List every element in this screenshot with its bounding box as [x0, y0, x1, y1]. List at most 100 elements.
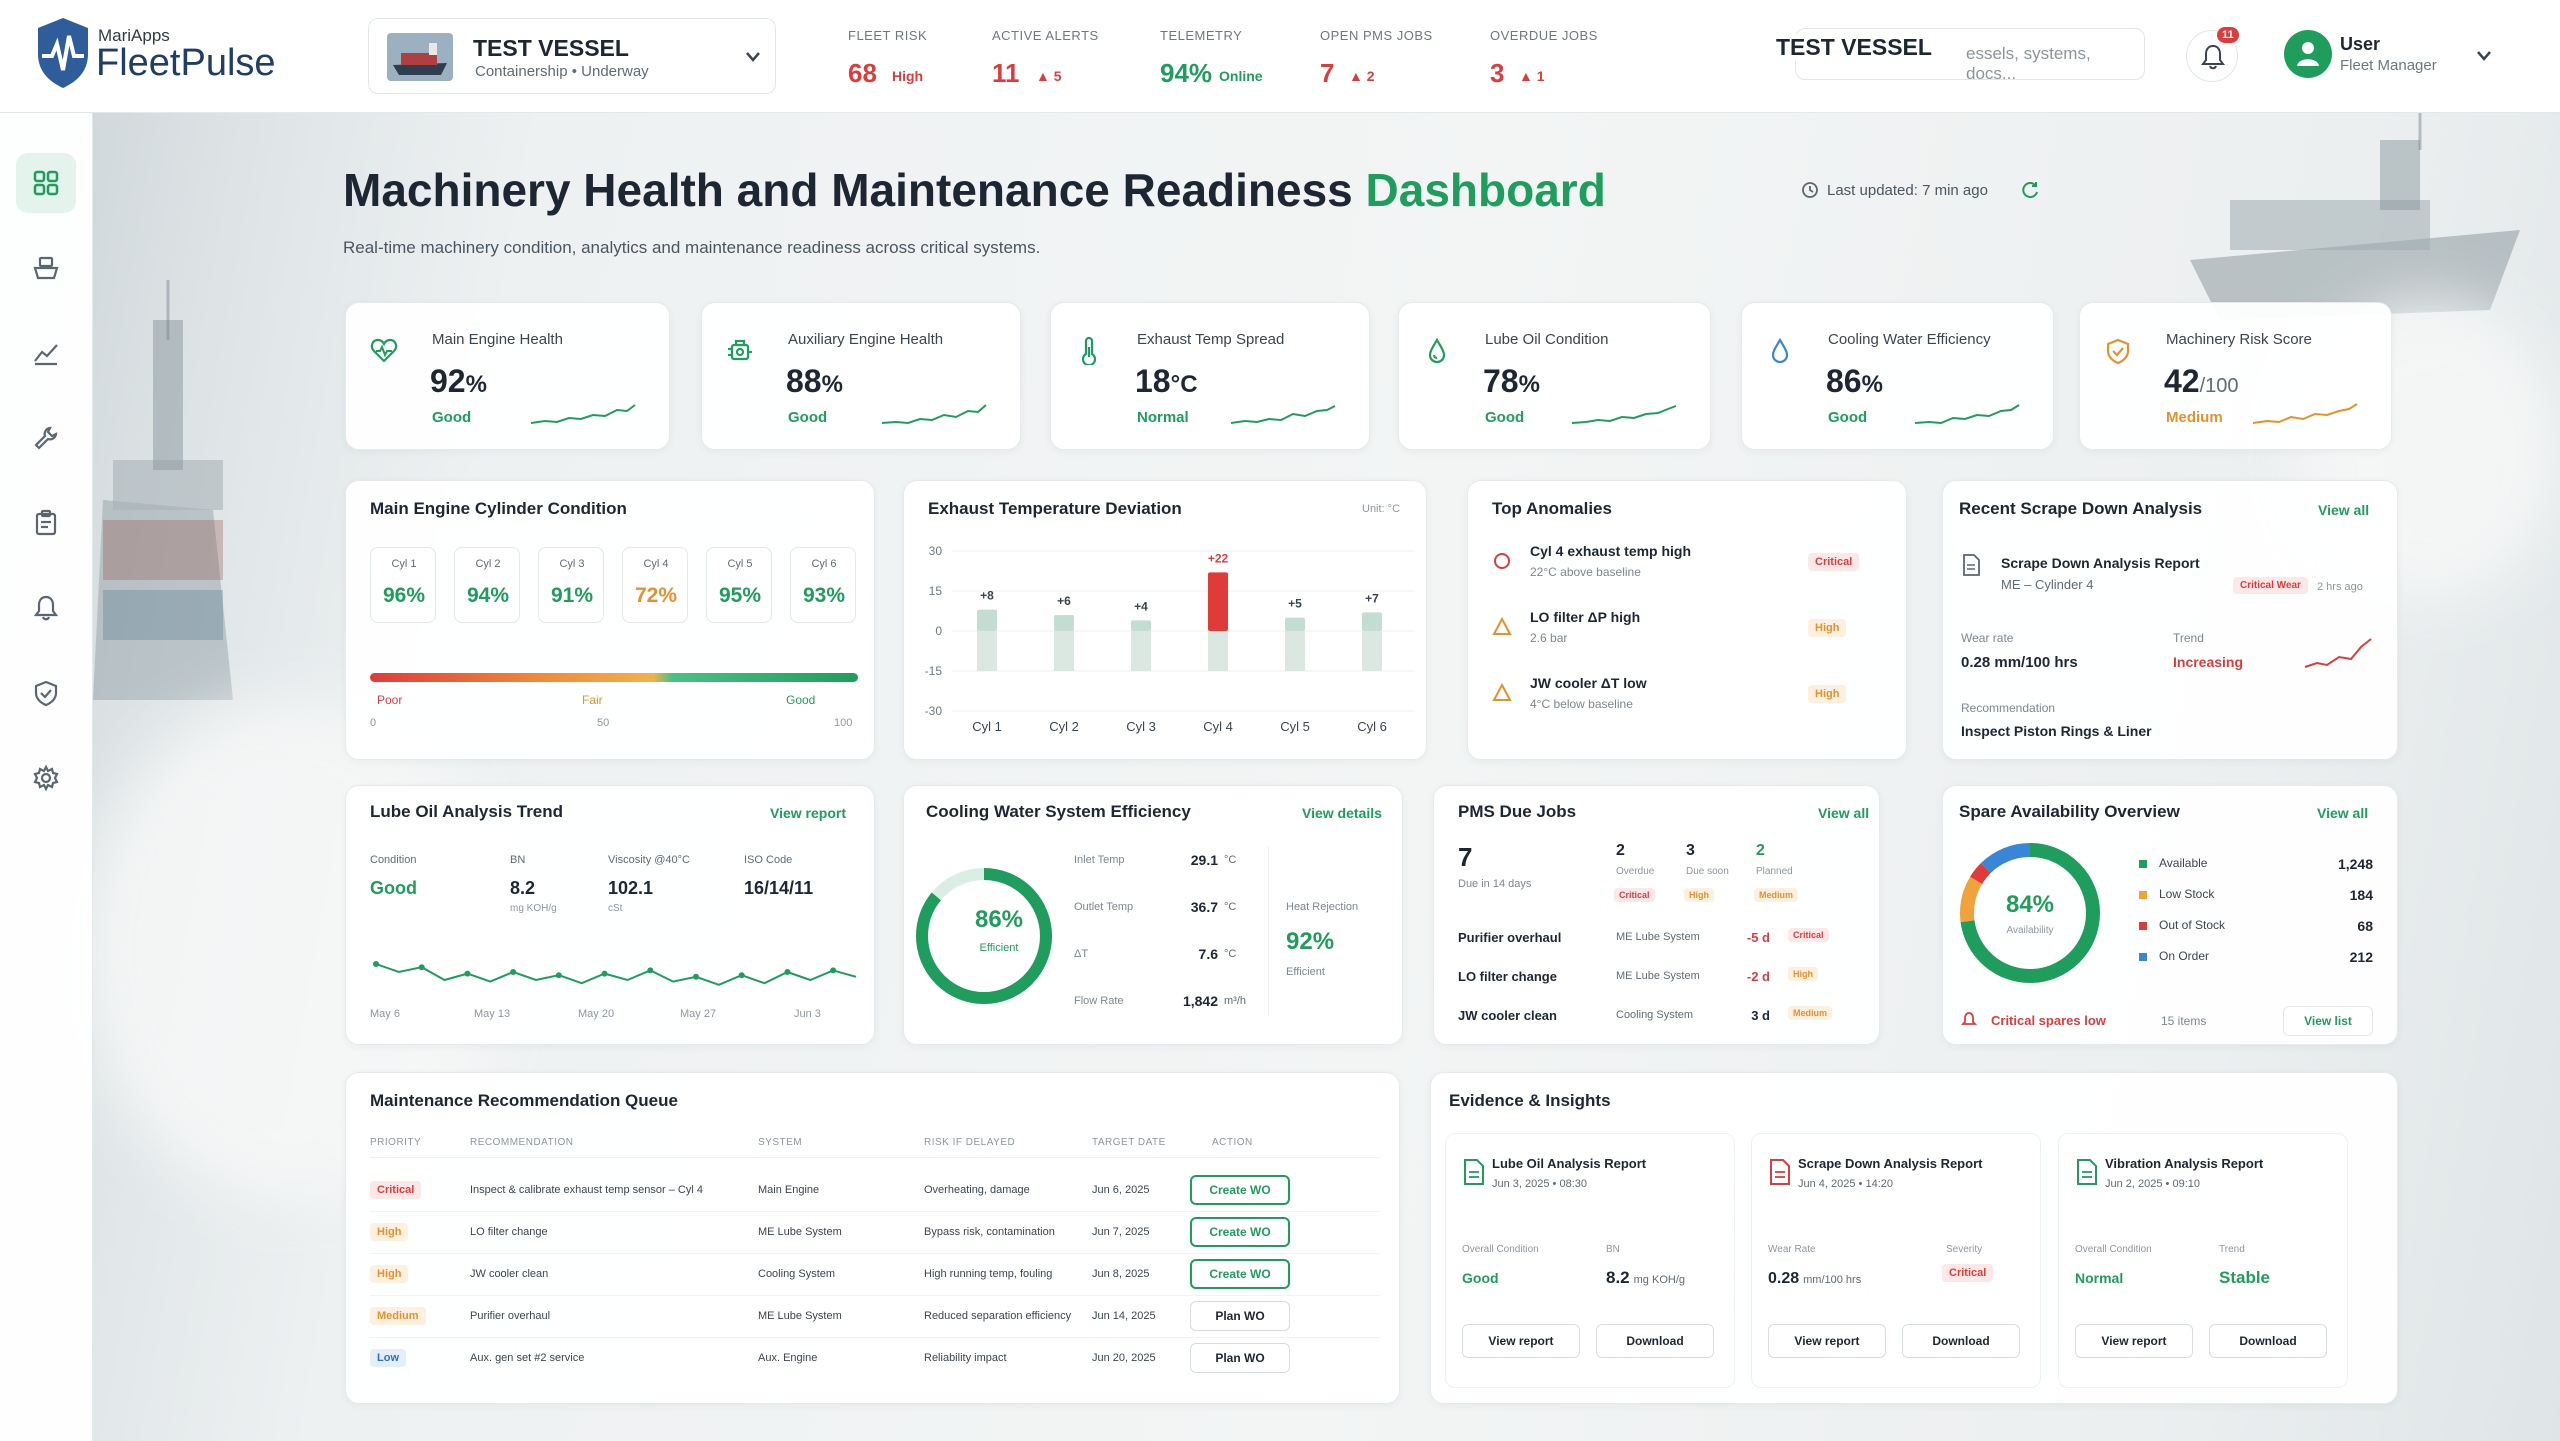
lube-trend-line — [375, 963, 857, 986]
header-stat-3[interactable]: TELEMETRY 94% Online — [1160, 24, 1300, 94]
evidence-report-card[interactable]: Lube Oil Analysis Report Jun 3, 2025 • 08… — [1445, 1133, 1735, 1388]
legend-swatch — [2139, 953, 2147, 961]
lube-trend-point[interactable] — [693, 973, 699, 980]
header-stat-2[interactable]: ACTIVE ALERTS 11 ▲ 5 — [992, 24, 1132, 94]
view-details-link[interactable]: View details — [1302, 805, 1382, 821]
create-wo-button[interactable]: Create WO — [1190, 1217, 1290, 1247]
view-report-button[interactable]: View report — [1768, 1324, 1886, 1358]
view-all-link[interactable]: View all — [2318, 502, 2370, 518]
lube-trend-point[interactable] — [555, 972, 562, 979]
header-stat-5[interactable]: OVERDUE JOBS 3 ▲ 1 — [1490, 24, 1630, 94]
sidebar-item-reports[interactable] — [16, 493, 76, 553]
sidebar-item-dashboard[interactable] — [16, 153, 76, 213]
header-stat-4[interactable]: OPEN PMS JOBS 7 ▲ 2 — [1320, 24, 1460, 94]
kpi-card-machinery-risk-score[interactable]: Machinery Risk Score 42/100 Medium — [2079, 302, 2392, 450]
kpi-status: Medium — [2166, 409, 2223, 426]
donut-segment-on-order[interactable] — [1960, 843, 2100, 983]
cylinder-tile-3[interactable]: Cyl 3 91% — [538, 547, 604, 623]
table-row[interactable]: High JW cooler clean Cooling System High ru… — [346, 1257, 1401, 1296]
pms-job-name[interactable]: LO filter change — [1458, 969, 1557, 984]
kpi-card-lube-oil-condition[interactable]: Lube Oil Condition 78% Good — [1398, 302, 1711, 450]
lube-trend-point[interactable] — [647, 967, 654, 974]
kpi-card-auxiliary-engine-health[interactable]: Auxiliary Engine Health 88% Good — [701, 302, 1021, 450]
plan-wo-button[interactable]: Plan WO — [1190, 1343, 1290, 1373]
view-all-link[interactable]: View all — [1818, 805, 1870, 821]
kpi-card-main-engine-health[interactable]: Main Engine Health 92% Good — [345, 302, 670, 450]
pms-job-name[interactable]: JW cooler clean — [1458, 1008, 1557, 1023]
lube-trend-point[interactable] — [830, 967, 837, 974]
table-row[interactable]: Medium Purifier overhaul ME Lube System Red… — [346, 1299, 1401, 1338]
header-stat-1[interactable]: FLEET RISK 68 High — [848, 24, 988, 94]
cylinder-tile-2[interactable]: Cyl 2 94% — [454, 547, 520, 623]
kpi-status: Good — [1828, 409, 1868, 426]
table-row[interactable]: High LO filter change ME Lube System Bypass… — [346, 1215, 1401, 1254]
notification-button[interactable]: 11 — [2186, 27, 2239, 82]
lube-trend-point[interactable] — [464, 970, 471, 977]
kpi-card-cooling-water-efficiency[interactable]: Cooling Water Efficiency 86% Good — [1741, 302, 2054, 450]
stat-value: 68 — [848, 58, 877, 88]
bar-1[interactable] — [977, 609, 997, 631]
spare-item-value: 184 — [2349, 887, 2373, 903]
cylinder-tile-4[interactable]: Cyl 4 72% — [622, 547, 688, 623]
view-all-link[interactable]: View all — [2317, 805, 2369, 821]
bar-3[interactable] — [1131, 620, 1151, 631]
lube-trend-point[interactable] — [418, 964, 425, 971]
view-report-link[interactable]: View report — [770, 805, 846, 821]
sidebar-item-maintenance[interactable] — [16, 408, 76, 468]
fleetpulse-logo-icon[interactable] — [34, 14, 92, 90]
download-button[interactable]: Download — [1902, 1324, 2020, 1358]
cylinder-tile-5[interactable]: Cyl 5 95% — [706, 547, 772, 623]
download-button[interactable]: Download — [2209, 1324, 2327, 1358]
report-metric-1: Good — [1462, 1270, 1499, 1286]
donut-segment-low-stock[interactable] — [1960, 843, 2100, 983]
create-wo-button[interactable]: Create WO — [1190, 1175, 1290, 1205]
lube-trend-point[interactable] — [601, 970, 608, 977]
lube-trend-point[interactable] — [510, 969, 517, 975]
x-category-label: Cyl 6 — [1357, 719, 1387, 734]
lube-trend-point[interactable] — [738, 972, 745, 979]
sidebar-item-safety[interactable] — [16, 663, 76, 723]
vessel-selector[interactable]: TEST VESSEL Containership • Underway — [368, 18, 776, 94]
anomaly-title[interactable]: JW cooler ΔT low — [1530, 675, 1647, 691]
report-date: Jun 4, 2025 • 14:20 — [1798, 1178, 1893, 1190]
download-button[interactable]: Download — [1596, 1324, 1714, 1358]
view-list-button[interactable]: View list — [2283, 1006, 2373, 1036]
bar-4[interactable] — [1208, 572, 1228, 631]
search-input[interactable]: essels, systems, docs... — [1966, 44, 2091, 83]
table-row[interactable]: Low Aux. gen set #2 service Aux. Engine Rel… — [346, 1341, 1401, 1377]
user-menu[interactable]: User Fleet Manager — [2280, 26, 2500, 86]
table-row[interactable]: Critical Inspect & calibrate exhaust temp… — [346, 1173, 1401, 1212]
bar-6[interactable] — [1362, 612, 1382, 631]
severity-badge: High — [1808, 619, 1847, 637]
report-metric-2-label: Severity — [1946, 1244, 1983, 1255]
risk-text: Overheating, damage — [924, 1184, 1030, 1196]
sidebar-item-vessel[interactable] — [16, 238, 76, 298]
sidebar-item-alerts[interactable] — [16, 578, 76, 638]
bar-5[interactable] — [1285, 617, 1305, 631]
plan-wo-button[interactable]: Plan WO — [1190, 1301, 1290, 1331]
evidence-report-card[interactable]: Vibration Analysis Report Jun 2, 2025 • 0… — [2058, 1133, 2348, 1388]
report-metric-2-value: Critical — [1949, 1267, 1987, 1279]
lube-oil-trend-card: Lube Oil Analysis Trend View report Cond… — [345, 785, 875, 1045]
cylinder-tile-1[interactable]: Cyl 1 96% — [370, 547, 436, 623]
lube-trend-point[interactable] — [373, 961, 379, 967]
anomaly-title[interactable]: Cyl 4 exhaust temp high — [1530, 543, 1692, 559]
kpi-card-exhaust-temp-spread[interactable]: Exhaust Temp Spread 18°C Normal — [1050, 302, 1370, 450]
kpi-value-row: 78% — [1483, 363, 1540, 400]
sidebar-item-analytics[interactable] — [16, 323, 76, 383]
lube-col-value: 16/14/11 — [744, 878, 814, 898]
view-report-button[interactable]: View report — [1462, 1324, 1580, 1358]
view-report-button[interactable]: View report — [2075, 1324, 2193, 1358]
cylinder-tile-6[interactable]: Cyl 6 93% — [790, 547, 856, 623]
evidence-report-card[interactable]: Scrape Down Analysis Report Jun 4, 2025 •… — [1751, 1133, 2041, 1388]
create-wo-button[interactable]: Create WO — [1190, 1259, 1290, 1289]
last-updated: Last updated: 7 min ago — [1827, 182, 1988, 199]
sidebar-item-settings[interactable] — [16, 748, 76, 808]
bar-2[interactable] — [1054, 615, 1074, 631]
anomaly-title[interactable]: LO filter ΔP high — [1530, 609, 1641, 625]
anomaly-sub: 22°C above baseline — [1530, 565, 1641, 579]
lube-trend-point[interactable] — [784, 969, 791, 975]
refresh-icon[interactable] — [2020, 180, 2040, 200]
report-document-icon — [1464, 1159, 1484, 1185]
pms-job-name[interactable]: Purifier overhaul — [1458, 930, 1562, 945]
